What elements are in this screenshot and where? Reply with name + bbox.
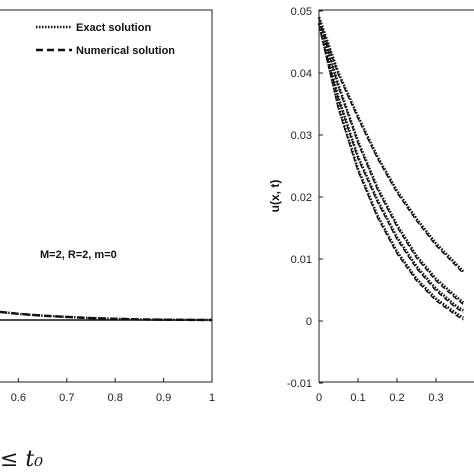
right-x-tick-label: 0.3	[428, 392, 443, 404]
right-series-dashed-1	[318, 18, 464, 274]
right-x-tick-label: 0.1	[350, 392, 365, 404]
right-y-tick-label: 0.05	[291, 6, 312, 18]
legend: Exact solution Numerical solution	[36, 22, 175, 57]
right-y-ticks: 0.05 0.04 0.03 0.02 0.01 0 -0.01	[287, 6, 323, 390]
left-axes-box	[0, 9, 213, 383]
right-x-ticks: 0 0.1 0.2 0.3	[316, 378, 444, 404]
left-x-tick-label: 0.9	[156, 392, 171, 404]
right-series-dashed-3	[318, 25, 464, 314]
right-y-tick-label: -0.01	[287, 378, 312, 390]
left-x-ticks: 0.60.70.80.910.5	[11, 378, 215, 404]
left-panel: 0.60.70.80.910.5 Exact solution Numerica…	[0, 9, 215, 404]
left-series-numerical-solution	[0, 310, 213, 322]
right-series-dashed-2	[318, 19, 464, 305]
right-x-tick-label: 0	[316, 392, 322, 404]
left-x-tick-label: 1	[209, 392, 215, 404]
right-y-tick-label: 0.04	[291, 68, 312, 80]
right-axes-box	[318, 9, 474, 383]
legend-numerical-label: Numerical solution	[76, 45, 175, 57]
legend-exact-label: Exact solution	[76, 22, 151, 34]
right-y-tick-label: 0.02	[291, 192, 312, 204]
left-x-tick-label: 0.6	[11, 392, 26, 404]
left-x-tick-label: 0.8	[108, 392, 123, 404]
right-series-dashed-4	[318, 25, 464, 321]
right-series-line-4	[317, 23, 465, 319]
right-series-group	[317, 16, 465, 321]
right-x-tick-label: 0.2	[389, 392, 404, 404]
left-x-tick-label: 0.7	[59, 392, 74, 404]
caption-math: ≤ t₀	[0, 447, 43, 472]
right-series-line-2	[317, 16, 465, 304]
right-series-line-3	[317, 23, 465, 312]
y-axis-label: u(x, t)	[268, 180, 282, 213]
right-y-tick-label: 0	[306, 316, 312, 328]
right-y-tick-label: 0.03	[291, 130, 312, 142]
left-series-group	[0, 310, 213, 322]
parameter-annotation: M=2, R=2, m=0	[40, 249, 117, 261]
right-y-tick-label: 0.01	[291, 254, 312, 266]
right-series-line-1	[317, 16, 465, 273]
right-panel: 0.05 0.04 0.03 0.02 0.01 0 -0.01 0 0.1 0.2 0.3 u(…	[268, 6, 474, 404]
